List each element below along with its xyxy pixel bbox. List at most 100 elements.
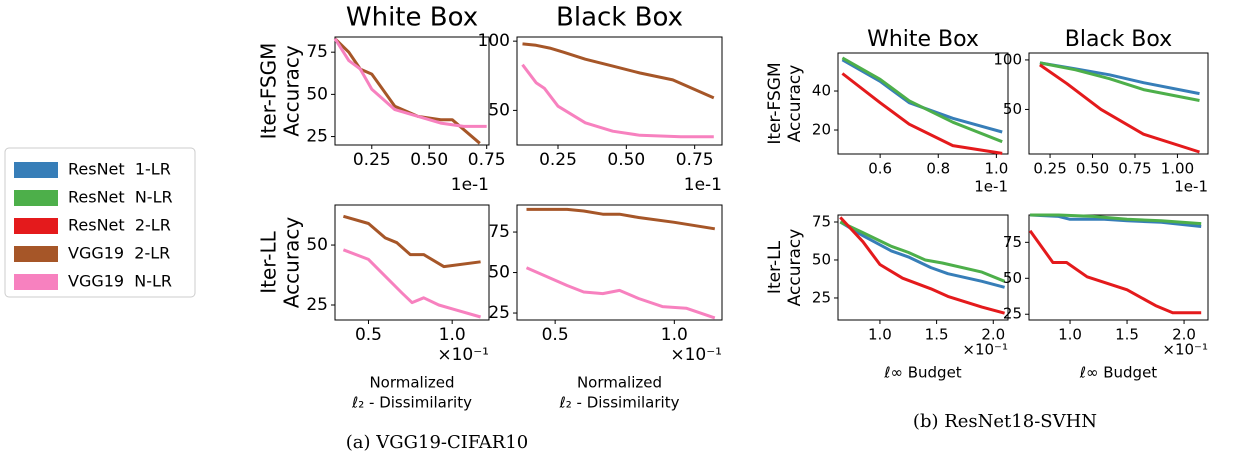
y-tick-label: 100: [993, 50, 1022, 68]
x-axis-label: Normalized: [369, 374, 454, 392]
plot-area: [334, 36, 490, 146]
legend-label: ResNet 2-LR: [68, 216, 171, 235]
legend-swatch: [14, 246, 58, 262]
axis-offset: 1e-1: [1174, 178, 1208, 196]
x-tick-label: 0.75: [1118, 160, 1151, 178]
x-axis-label: ℓ∞ Budget: [883, 364, 962, 382]
plot-area: [837, 52, 1009, 155]
x-tick-label: 1.0: [868, 326, 892, 344]
x-axis-label: ℓ₂ - Dissimilarity: [351, 394, 472, 412]
chart-title: White Box: [346, 3, 478, 33]
series-line: [841, 58, 1003, 134]
plot-area: [516, 204, 723, 321]
y-tick-label: 50: [488, 263, 510, 283]
x-tick-label: 2.0: [1172, 326, 1196, 344]
y-tick-label: 50: [306, 235, 328, 255]
x-tick-label: 0.75: [676, 150, 714, 170]
legend-label: ResNet N-LR: [68, 188, 173, 207]
series-line: [333, 37, 481, 145]
x-tick-label: 0.5: [355, 325, 382, 345]
y-tick-label: 50: [1003, 269, 1022, 287]
series-line: [841, 72, 1003, 155]
y-axis-label: Accuracy: [785, 229, 805, 307]
axis-offset: 1e-1: [684, 175, 722, 195]
y-tick-label: 50: [812, 250, 831, 268]
x-tick-label: 0.5: [542, 325, 569, 345]
x-axis-label: ℓ∞ Budget: [1079, 364, 1158, 382]
series-line: [333, 37, 487, 128]
plot-area: [1028, 214, 1209, 321]
x-tick-label: 0.25: [539, 150, 577, 170]
legend-swatch: [14, 274, 58, 290]
series-line: [521, 63, 714, 139]
series-line: [841, 56, 1003, 144]
y-tick-label: 75: [488, 222, 510, 242]
series-line: [1028, 229, 1202, 315]
x-tick-label: 0.50: [410, 150, 448, 170]
y-axis-label: Iter-LL: [257, 230, 281, 293]
y-axis-label: Accuracy: [280, 45, 304, 136]
caption: (a) VGG19-CIFAR10: [346, 432, 529, 453]
chart-title: White Box: [867, 27, 979, 52]
legend-label: VGG19 2-LR: [68, 244, 170, 263]
y-tick-label: 50: [306, 84, 328, 104]
y-axis-label: Iter-FSGM: [765, 62, 785, 144]
x-tick-label: 0.25: [353, 150, 391, 170]
y-tick-label: 25: [488, 303, 510, 323]
series-line: [1030, 213, 1202, 226]
chart-title: Black Box: [556, 3, 683, 33]
axis-offset: ×10⁻¹: [670, 345, 722, 365]
legend-swatch: [14, 190, 58, 206]
legend-swatch: [14, 218, 58, 234]
axis-offset: 1e-1: [451, 175, 489, 195]
series-line: [342, 214, 481, 269]
y-tick-label: 75: [1003, 233, 1022, 251]
series-line: [522, 42, 715, 100]
x-axis-label: ℓ₂ - Dissimilarity: [559, 394, 680, 412]
series-line: [342, 248, 482, 319]
x-tick-label: 1.5: [925, 326, 949, 344]
series-line: [839, 220, 1006, 283]
plot-area: [837, 214, 1009, 321]
plot-area: [516, 36, 723, 146]
axis-offset: ×10⁻¹: [1162, 341, 1208, 359]
y-tick-label: 50: [488, 100, 510, 120]
legend-swatch: [14, 162, 58, 178]
caption: (b) ResNet18-SVHN: [913, 411, 1097, 432]
x-tick-label: 0.75: [468, 150, 506, 170]
x-tick-label: 2.0: [981, 326, 1005, 344]
x-tick-label: 0.50: [1076, 160, 1109, 178]
y-tick-label: 25: [306, 295, 328, 315]
axis-offset: 1e-1: [974, 178, 1008, 196]
x-tick-label: 1.0: [439, 325, 466, 345]
y-tick-label: 20: [812, 121, 831, 139]
x-axis-label: Normalized: [577, 374, 662, 392]
y-tick-label: 75: [812, 212, 831, 230]
series-line: [839, 216, 1005, 315]
x-tick-label: 1.0: [984, 160, 1008, 178]
y-tick-label: 25: [812, 288, 831, 306]
series-line: [526, 207, 716, 231]
y-tick-label: 50: [1003, 100, 1022, 118]
x-tick-label: 1.0: [661, 325, 688, 345]
plot-area: [1028, 52, 1209, 155]
y-tick-label: 25: [306, 127, 328, 147]
x-tick-label: 0.25: [1033, 160, 1066, 178]
y-tick-label: 100: [478, 31, 510, 51]
x-tick-label: 1.5: [1115, 326, 1139, 344]
y-tick-label: 75: [306, 42, 328, 62]
x-tick-label: 0.6: [868, 160, 892, 178]
x-tick-label: 1.00: [1161, 160, 1194, 178]
series-line: [839, 220, 1005, 289]
y-axis-label: Iter-LL: [765, 240, 785, 294]
y-axis-label: Iter-FSGM: [257, 43, 281, 140]
chart-title: Black Box: [1065, 27, 1172, 52]
y-tick-label: 40: [812, 82, 831, 100]
y-axis-label: Accuracy: [785, 65, 805, 143]
y-axis-label: Accuracy: [280, 217, 304, 308]
axis-offset: ×10⁻¹: [962, 341, 1008, 359]
x-tick-label: 0.8: [926, 160, 950, 178]
series-line: [525, 266, 716, 320]
series-line: [1039, 61, 1200, 102]
